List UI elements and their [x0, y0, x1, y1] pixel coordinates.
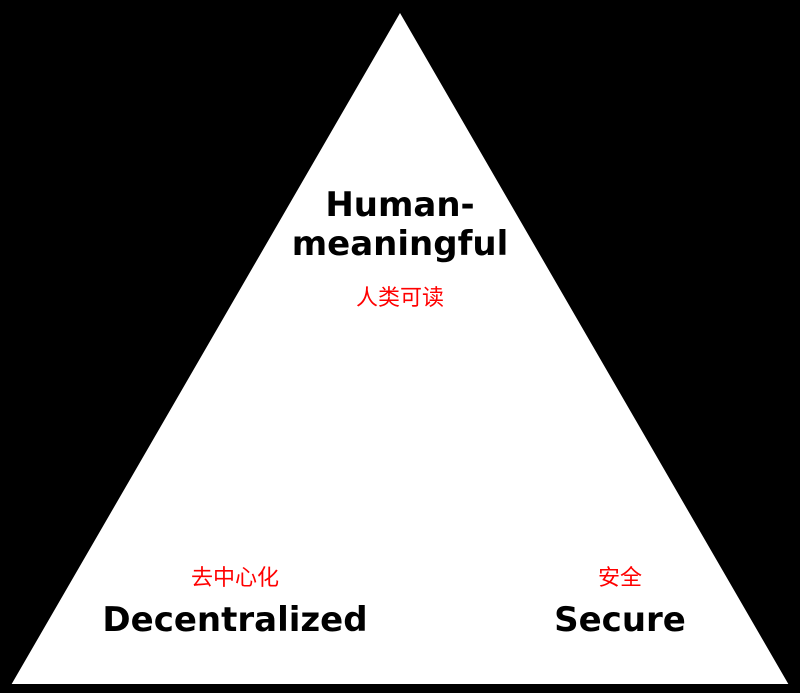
vertex-right-label-en: Secure	[520, 601, 720, 640]
vertex-left-label-en: Decentralized	[85, 601, 385, 640]
vertex-top-label-zh: 人类可读	[300, 286, 500, 311]
vertex-right-label-zh: 安全	[520, 566, 720, 591]
vertex-left-label-zh: 去中心化	[135, 566, 335, 591]
trilemma-diagram: Human- meaningful 人类可读 去中心化 Decentralize…	[0, 0, 800, 693]
vertex-top-label-en: Human- meaningful	[270, 186, 530, 264]
